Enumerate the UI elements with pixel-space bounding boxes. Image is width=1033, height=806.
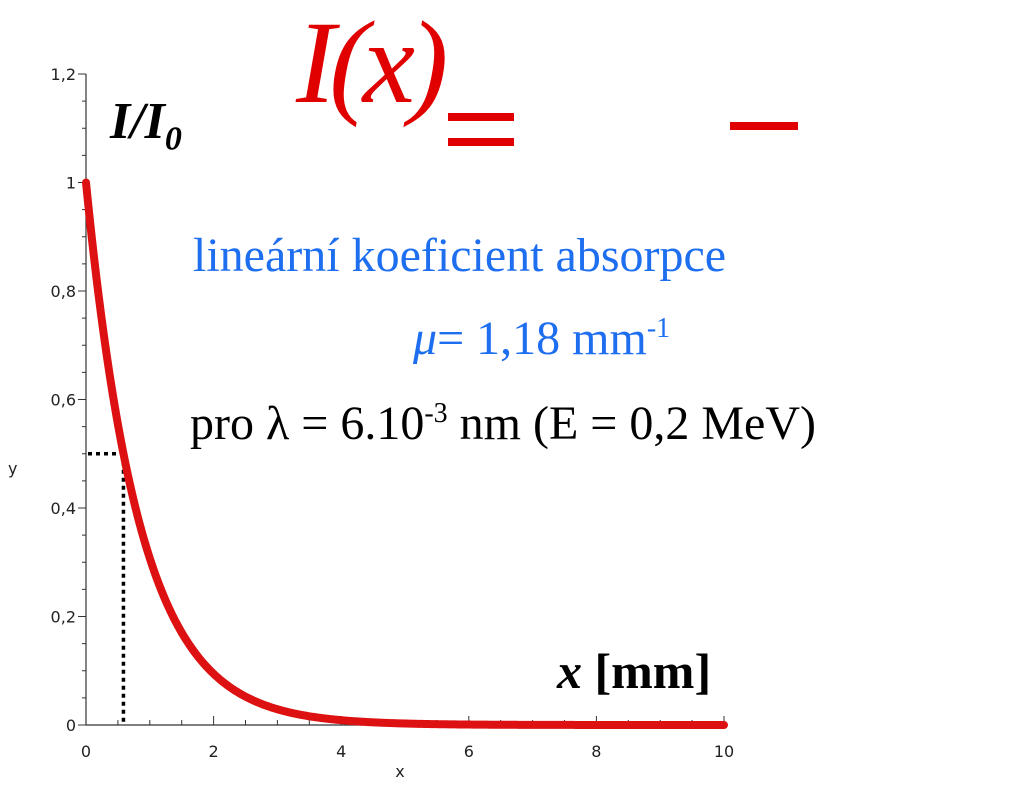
coefficient-title: lineární koeficient absorpce	[193, 229, 727, 282]
y-axis-word: y	[8, 459, 17, 478]
y-tick-label: 0,8	[51, 282, 76, 301]
wavelength-note: pro λ = 6.10-3 nm (E = 0,2 MeV)	[190, 397, 816, 450]
x-tick-label: 6	[464, 742, 474, 761]
y-tick-label: 1,2	[51, 65, 76, 84]
tick-labels: 0 2 4 6 8 10 0 0,2 0,4 0,6 0,8 1 1,2	[51, 65, 735, 761]
x-axis-label: x [mm]	[557, 643, 712, 699]
y-axis-label: I/I0	[110, 93, 182, 158]
equation-lhs: I(x)	[296, 0, 448, 128]
y-tick-label: 0,2	[51, 608, 76, 627]
x-axis-word: x	[395, 762, 404, 781]
x-tick-label: 4	[336, 742, 346, 761]
x-tick-label: 10	[714, 742, 734, 761]
equation-equals-bar-top	[448, 113, 514, 121]
mu-value: μ= 1,18 mm-1	[413, 312, 671, 365]
x-tick-label: 2	[209, 742, 219, 761]
curve-layer	[82, 178, 728, 729]
equation-equals-bar-bottom	[448, 138, 514, 146]
x-tick-label: 8	[591, 742, 601, 761]
half-value-marker	[88, 452, 126, 725]
y-tick-label: 0	[66, 716, 76, 735]
equation-minus-bar	[730, 122, 798, 130]
y-tick-label: 1	[66, 174, 76, 193]
y-tick-label: 0,6	[51, 391, 76, 410]
x-tick-label: 0	[81, 742, 91, 761]
decay-curve	[82, 178, 728, 729]
y-tick-label: 0,4	[51, 499, 76, 518]
